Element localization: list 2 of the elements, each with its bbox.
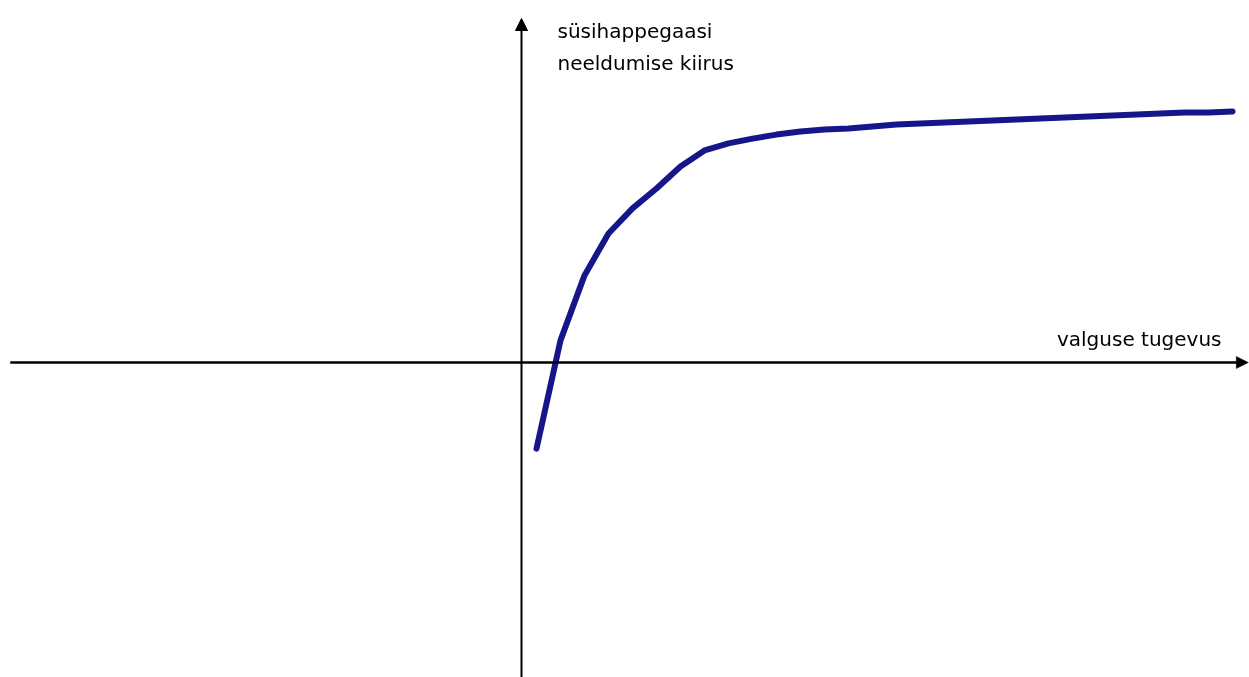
y-axis-title: süsihappegaasi neeldumise kiirus (557, 18, 734, 75)
x-axis-title: valguse tugevus (1056, 326, 1222, 351)
